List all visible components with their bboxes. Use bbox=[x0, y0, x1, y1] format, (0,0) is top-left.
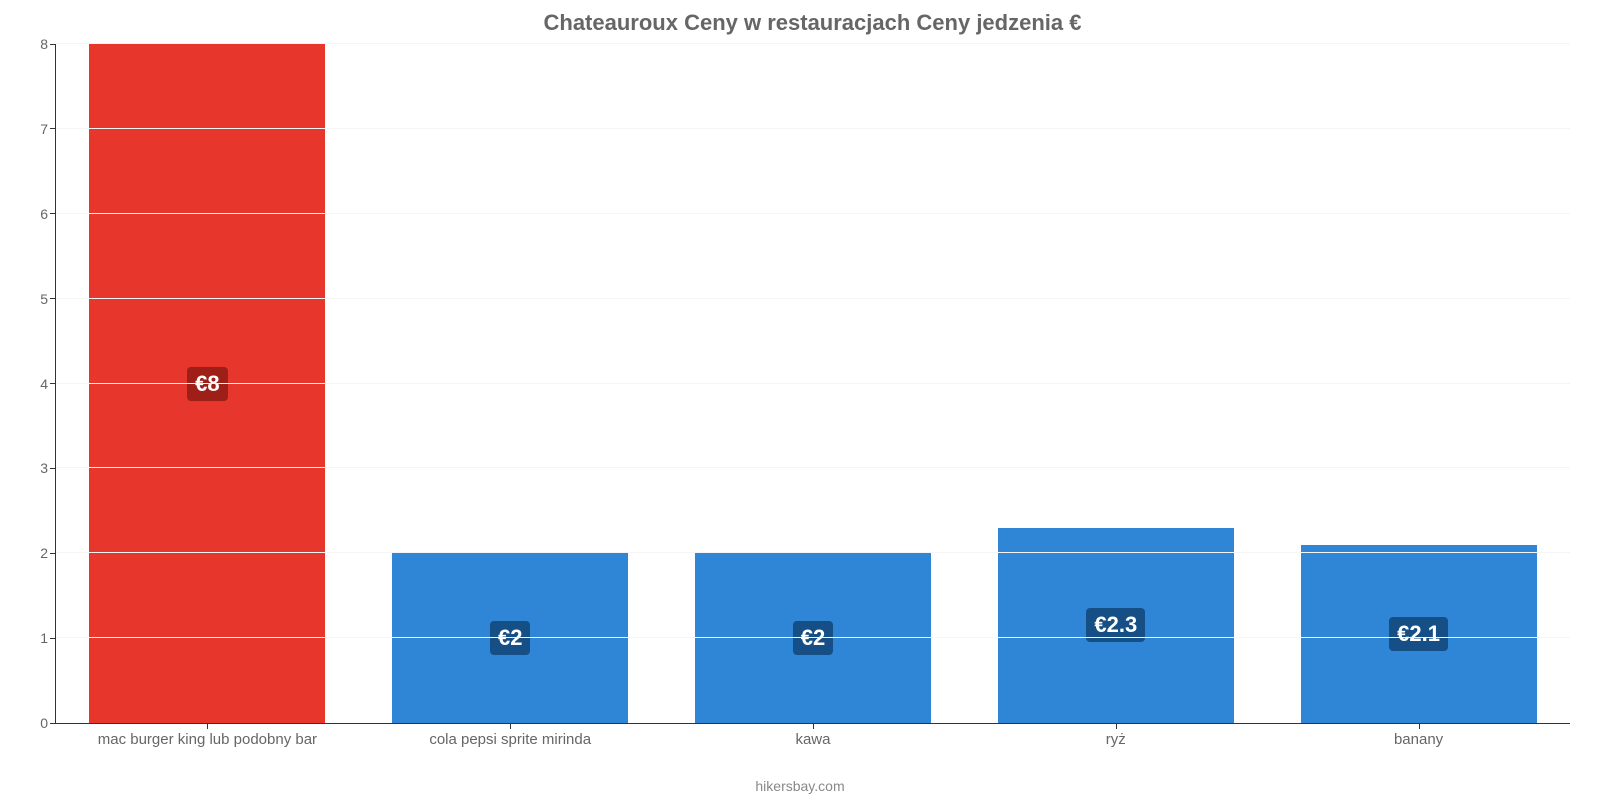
gridline bbox=[56, 128, 1570, 129]
gridline bbox=[56, 43, 1570, 44]
bar-value-label: €2 bbox=[793, 621, 833, 655]
chart-title: Chateauroux Ceny w restauracjach Ceny je… bbox=[55, 10, 1570, 36]
bars-container: €8mac burger king lub podobny bar€2cola … bbox=[56, 44, 1570, 723]
ytick-label: 3 bbox=[40, 460, 56, 476]
ytick-label: 8 bbox=[40, 36, 56, 52]
plot-area: €8mac burger king lub podobny bar€2cola … bbox=[55, 44, 1570, 724]
bar: €2 bbox=[392, 553, 628, 723]
bar: €2.1 bbox=[1301, 545, 1537, 723]
bar-value-label: €2 bbox=[490, 621, 530, 655]
ytick-label: 6 bbox=[40, 206, 56, 222]
ytick-label: 5 bbox=[40, 291, 56, 307]
xtick-label: banany bbox=[1394, 723, 1443, 748]
bar-slot: €8mac burger king lub podobny bar bbox=[56, 44, 359, 723]
bar: €2 bbox=[695, 553, 931, 723]
bar-value-label: €8 bbox=[187, 367, 227, 401]
xtick-label: ryż bbox=[1106, 723, 1126, 748]
gridline bbox=[56, 298, 1570, 299]
bar-slot: €2cola pepsi sprite mirinda bbox=[359, 44, 662, 723]
gridline bbox=[56, 552, 1570, 553]
gridline bbox=[56, 637, 1570, 638]
xtick-label: mac burger king lub podobny bar bbox=[98, 723, 317, 748]
xtick-label: cola pepsi sprite mirinda bbox=[429, 723, 591, 748]
gridline bbox=[56, 213, 1570, 214]
bar-value-label: €2.1 bbox=[1389, 617, 1448, 651]
price-chart: Chateauroux Ceny w restauracjach Ceny je… bbox=[0, 0, 1600, 800]
ytick-label: 0 bbox=[40, 715, 56, 731]
bar: €8 bbox=[89, 44, 325, 723]
chart-credit: hikersbay.com bbox=[0, 778, 1600, 794]
ytick-label: 7 bbox=[40, 121, 56, 137]
ytick-label: 2 bbox=[40, 545, 56, 561]
gridline bbox=[56, 467, 1570, 468]
bar-slot: €2.3ryż bbox=[964, 44, 1267, 723]
bar-slot: €2kawa bbox=[662, 44, 965, 723]
ytick-label: 1 bbox=[40, 630, 56, 646]
bar-slot: €2.1banany bbox=[1267, 44, 1570, 723]
ytick-label: 4 bbox=[40, 376, 56, 392]
bar: €2.3 bbox=[998, 528, 1234, 723]
gridline bbox=[56, 383, 1570, 384]
xtick-label: kawa bbox=[795, 723, 830, 748]
